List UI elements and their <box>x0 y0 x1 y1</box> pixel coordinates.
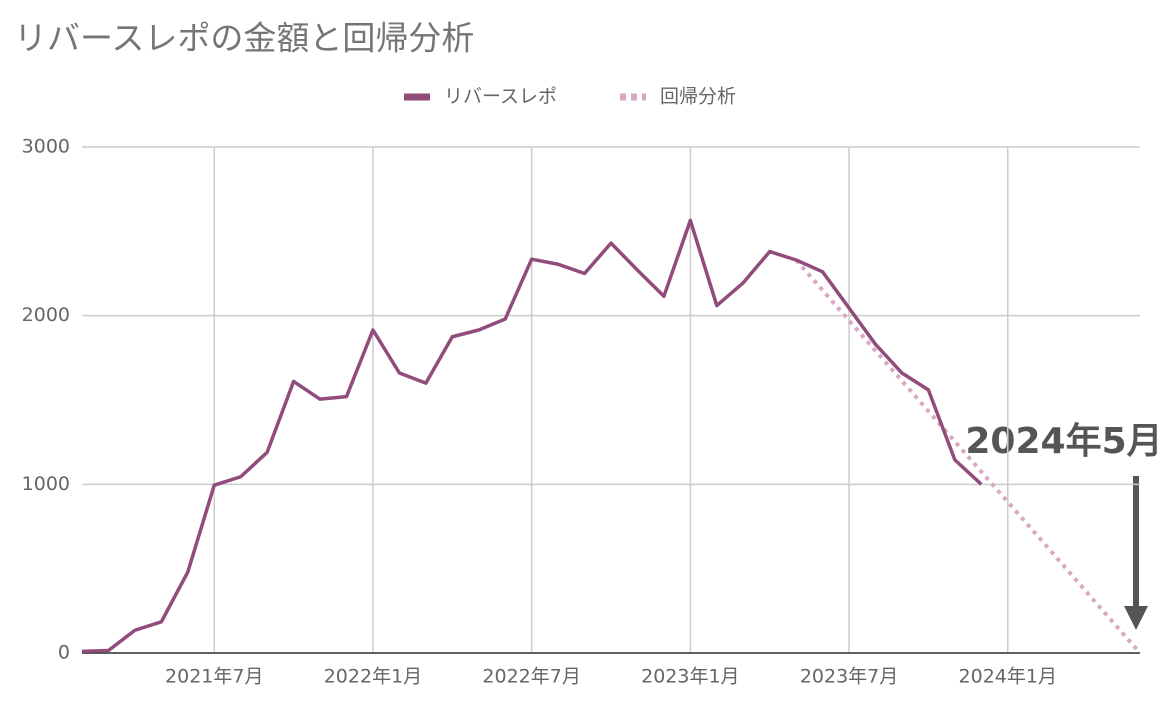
x-tick-label: 2022年1月 <box>324 666 422 688</box>
chart-title: リバースレポの金額と回帰分析 <box>14 19 474 58</box>
regression-line <box>794 258 1142 655</box>
x-tick-label: 2023年7月 <box>800 666 898 688</box>
y-tick-label: 3000 <box>22 136 70 158</box>
x-tick-label: 2021年7月 <box>165 666 263 688</box>
y-tick-label: 0 <box>58 642 70 664</box>
annotation: 2024年5月 <box>965 421 1160 462</box>
arrow-head <box>1124 606 1148 630</box>
data-line <box>81 218 983 654</box>
y-tick-label: 2000 <box>22 304 70 326</box>
x-tick-label: 2022年7月 <box>482 666 580 688</box>
legend-label: リバースレポ <box>444 86 557 108</box>
legend-label: 回帰分析 <box>660 86 736 108</box>
y-tick-label: 1000 <box>22 473 70 495</box>
x-tick-label: 2023年1月 <box>641 666 739 688</box>
x-tick-label: 2024年1月 <box>959 666 1057 688</box>
